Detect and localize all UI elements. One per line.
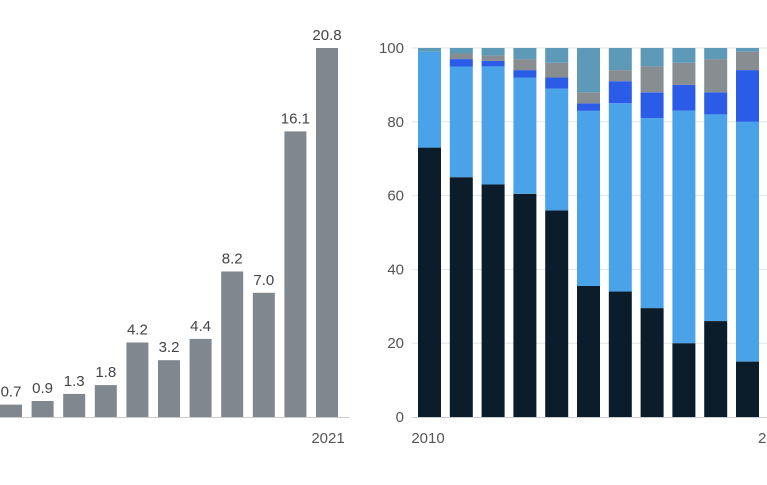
left-bar	[126, 342, 149, 417]
right-stack-segment-series-4	[513, 59, 537, 71]
right-stack-segment-series-4	[481, 55, 505, 61]
right-stack-segment-series-3	[672, 84, 696, 111]
right-stack-segment-series-3	[545, 77, 569, 89]
right-stack-segment-series-5	[736, 48, 759, 52]
right-stack-segment-series-3	[513, 70, 537, 78]
right-stack-segment-series-1	[418, 147, 441, 417]
left-bar-value-label: 4.4	[190, 318, 211, 335]
right-y-tick-label: 40	[387, 261, 404, 278]
right-stack-segment-series-2	[513, 77, 537, 194]
left-bar-value-label: 7.0	[253, 272, 274, 289]
left-bar-value-label: 1.3	[64, 373, 85, 390]
right-stack-segment-series-4	[577, 92, 600, 104]
right-stack-segment-series-1	[513, 193, 537, 417]
right-stack-segment-series-4	[545, 62, 569, 78]
right-stack-segment-series-3	[736, 70, 759, 122]
right-stack-segment-series-3	[449, 59, 473, 67]
right-y-tick-label: 20	[387, 335, 404, 352]
right-y-tick-label: 80	[387, 114, 404, 131]
right-stack-segment-series-5	[545, 48, 569, 63]
right-y-tick-label: 60	[387, 188, 404, 205]
left-bar-value-label: 0.9	[32, 380, 53, 397]
right-stack-segment-series-4	[672, 62, 696, 85]
right-stack-segment-series-5	[672, 48, 696, 63]
right-stack-segment-series-1	[545, 210, 569, 417]
left-bar-value-label: 16.1	[281, 110, 310, 127]
right-stack-segment-series-1	[481, 184, 505, 417]
right-y-tick-label: 100	[379, 40, 404, 57]
left-bar-value-label: 8.2	[222, 251, 243, 268]
right-stack-segment-series-5	[481, 48, 505, 56]
right-stack-segment-series-5	[449, 48, 473, 54]
left-bar-value-label: 1.8	[95, 364, 116, 381]
right-stack-segment-series-5	[513, 48, 537, 60]
right-stack-segment-series-1	[672, 343, 696, 417]
right-stack-segment-series-3	[481, 60, 505, 67]
right-stack-segment-series-5	[640, 48, 664, 67]
right-stack-segment-series-3	[704, 92, 728, 115]
right-stack-segment-series-2	[640, 118, 664, 309]
right-stack-segment-series-4	[640, 66, 664, 93]
right-stack-segment-series-5	[704, 48, 728, 60]
right-stack-segment-series-2	[545, 88, 569, 211]
right-stack-segment-series-4	[608, 70, 632, 82]
right-stack-segment-series-3	[640, 92, 664, 119]
left-bar	[0, 404, 22, 417]
left-bar	[252, 292, 275, 417]
right-x-tick-label-last: 2	[758, 430, 766, 447]
right-stack-segment-series-1	[704, 321, 728, 417]
left-x-tick-label: 2021	[311, 430, 344, 447]
right-stack-segment-series-2	[577, 110, 600, 286]
right-stack-segment-series-1	[608, 291, 632, 417]
right-stack-segment-series-1	[449, 177, 473, 417]
right-stack-segment-series-3	[577, 103, 600, 111]
left-bar	[316, 48, 338, 417]
right-stack-segment-series-1	[736, 361, 759, 417]
left-bar	[221, 271, 244, 417]
right-stack-segment-series-1	[640, 308, 664, 417]
right-stack-segment-series-2	[481, 66, 505, 185]
right-stack-segment-series-5	[608, 48, 632, 71]
left-bar	[189, 338, 212, 417]
left-bar	[94, 385, 117, 417]
left-bar-value-label: 20.8	[312, 27, 341, 44]
right-stack-segment-series-5	[577, 48, 600, 93]
left-bar-value-label: 3.2	[159, 339, 180, 356]
right-y-tick-label: 0	[396, 409, 404, 426]
right-stack-segment-series-1	[577, 286, 600, 417]
right-stack-segment-series-2	[736, 121, 759, 362]
right-stack-segment-series-2	[704, 114, 728, 322]
left-bar	[158, 360, 180, 417]
right-stack-segment-series-4	[736, 51, 759, 71]
left-bar-value-label: 4.2	[127, 322, 148, 339]
left-bar	[31, 401, 54, 417]
right-stack-segment-series-2	[449, 66, 473, 178]
right-stack-segment-series-2	[672, 110, 696, 344]
right-x-tick-label-first: 2010	[411, 430, 444, 447]
left-bar	[284, 131, 307, 417]
right-stack-segment-series-2	[608, 103, 632, 292]
right-stack-segment-series-5	[418, 48, 441, 52]
right-stack-segment-series-4	[449, 53, 473, 59]
right-stack-segment-series-3	[608, 81, 632, 104]
right-stack-segment-series-4	[704, 59, 728, 93]
right-stack-segment-series-2	[418, 51, 441, 148]
left-bar-value-label: 0.7	[1, 384, 22, 401]
left-bar	[63, 393, 86, 417]
